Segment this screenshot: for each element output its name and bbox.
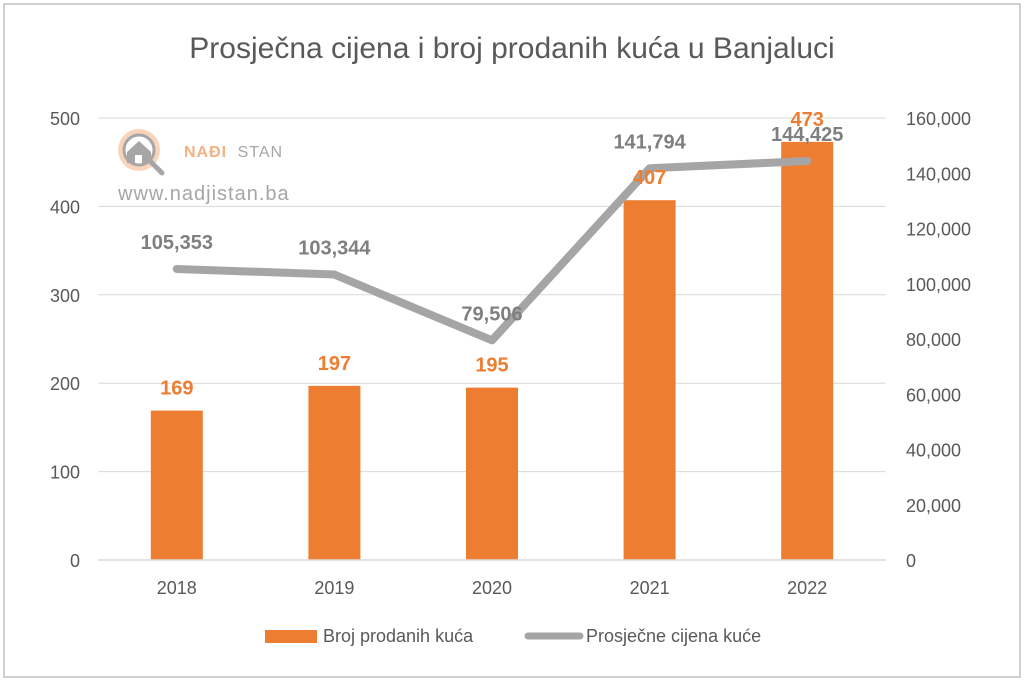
y-left-tick-label: 300 [50,286,80,306]
x-tick-label: 2022 [787,578,827,598]
y-right-tick-label: 140,000 [906,164,971,184]
y-left-tick-label: 400 [50,197,80,217]
x-tick-label: 2020 [472,578,512,598]
bar-data-label: 407 [633,167,666,189]
y-left-tick-label: 0 [70,551,80,571]
watermark-brand-part1: NAĐI [184,144,227,161]
bar-data-label: 195 [475,355,508,377]
x-tick-label: 2021 [630,578,670,598]
line-data-label: 103,344 [298,238,371,260]
y-left-tick-label: 100 [50,463,80,483]
legend-label-line: Prosječne cijena kuće [586,626,761,646]
chart-title: Prosječna cijena i broj prodanih kuća u … [189,32,834,65]
y-left-tick-label: 500 [50,109,80,129]
line-point [490,338,494,343]
legend-label-bar: Broj prodanih kuća [323,626,474,646]
y-right-tick-label: 0 [906,551,916,571]
chart-frame [3,3,1021,678]
svg-text:NAĐI STAN: NAĐI STAN [184,144,283,161]
bar [466,387,518,560]
line-data-label: 79,506 [461,303,522,325]
y-right-tick-label: 160,000 [906,109,971,129]
line-data-label: 141,794 [613,131,686,153]
data-labels: 105,353 103,344 79,506 141,794 144,425 169 197… [141,109,844,400]
line-data-label: 105,353 [141,232,213,254]
line-point [174,266,179,271]
axes: 0 100 200 300 400 500 0 20,000 40,000 60,000 80,00… [50,109,971,598]
bar-data-label: 473 [791,109,824,131]
bar [308,385,361,560]
y-right-tick-label: 100,000 [906,275,971,295]
watermark-brand-part2: STAN [238,144,283,161]
bar [781,141,834,561]
bars [150,141,834,561]
y-right-tick-label: 60,000 [906,385,961,405]
x-tick-label: 2019 [314,578,354,598]
bar [623,200,676,560]
y-right-tick-label: 120,000 [906,220,971,240]
bar [150,410,203,560]
line-point [647,166,652,171]
watermark-url: www.nadjistan.ba [117,183,290,205]
x-tick-label: 2018 [157,578,197,598]
y-right-tick-label: 80,000 [906,330,961,350]
line-point [332,272,337,277]
y-right-tick-label: 20,000 [906,496,961,516]
legend: Broj prodanih kuća Prosječne cijena kuće [265,626,761,646]
watermark-logo: NAĐI STAN www.nadjistan.ba [117,129,290,205]
line-series [172,157,812,345]
line-point [805,159,810,164]
y-right-tick-label: 40,000 [906,441,961,461]
legend-swatch-bar [265,630,317,643]
house-magnifier-icon [118,129,165,176]
y-left-tick-label: 200 [50,374,80,394]
bar-data-label: 197 [318,353,351,375]
bar-data-label: 169 [160,378,193,400]
line-data-label: 144,425 [771,124,843,146]
